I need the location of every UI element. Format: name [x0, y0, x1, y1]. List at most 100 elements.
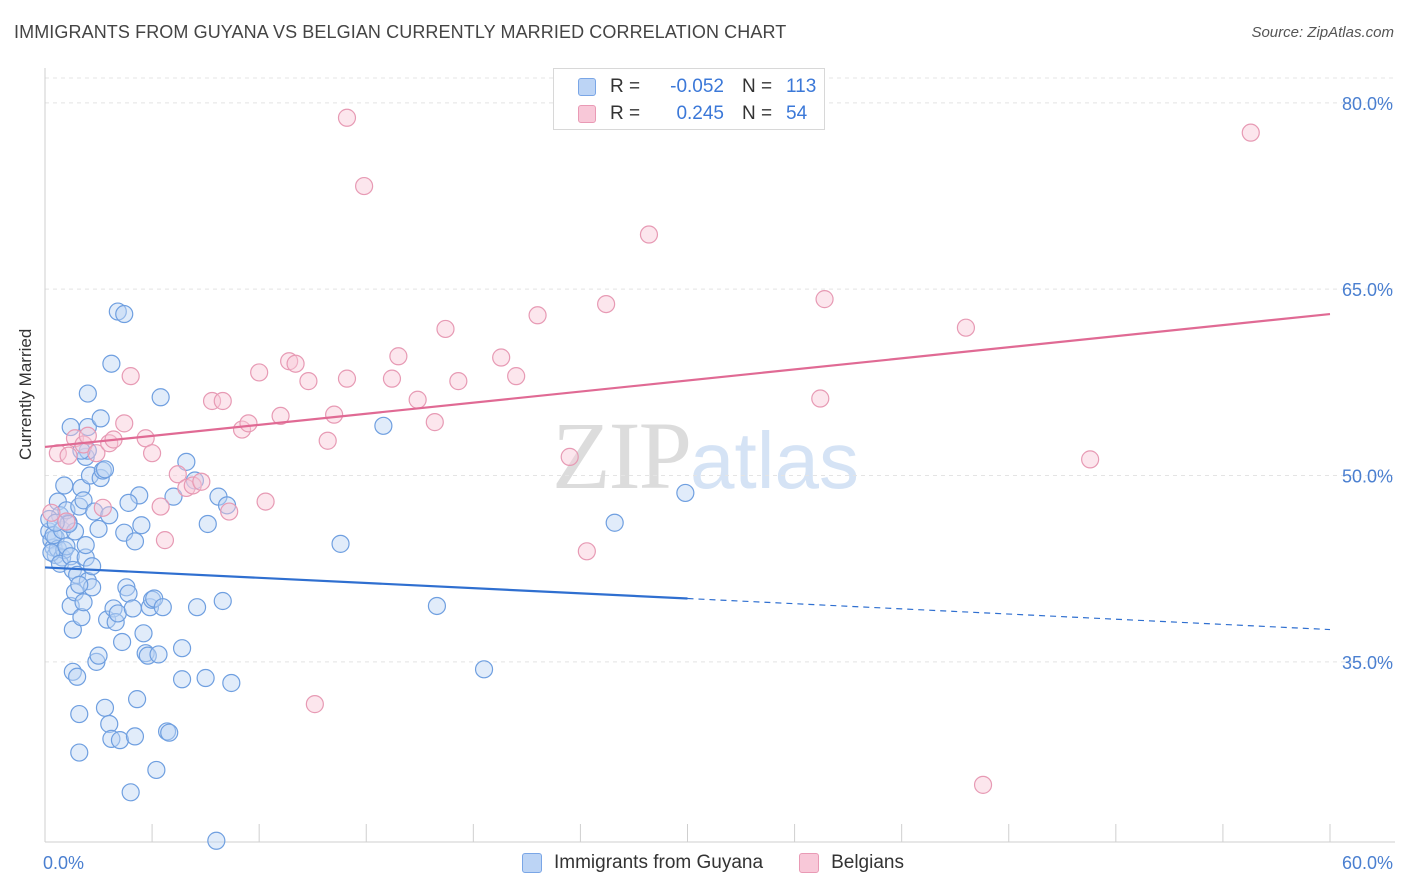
x-tick-label: 0.0% [43, 853, 84, 873]
legend-n-label: N = [742, 76, 773, 97]
data-point [492, 348, 511, 367]
data-point [286, 354, 305, 373]
chart-title: IMMIGRANTS FROM GUYANA VS BELGIAN CURREN… [14, 22, 787, 42]
correlation-legend: R = -0.052 N = 113 R = 0.245 N = 54 [553, 68, 825, 130]
data-point [123, 599, 142, 618]
data-point [87, 444, 106, 463]
data-point [198, 514, 217, 534]
watermark-atlas: atlas [690, 416, 859, 505]
legend-label-belgians: Belgians [831, 852, 904, 873]
data-point [187, 598, 207, 617]
legend-r-label: R = [610, 76, 641, 97]
data-point [449, 372, 468, 391]
legend-item-belgians[interactable]: Belgians [799, 852, 904, 874]
data-point [151, 497, 170, 516]
data-point [213, 591, 232, 611]
trend-line-guyana-extrapolated [687, 597, 1331, 631]
data-point [89, 646, 108, 665]
trend-line-belgians [44, 312, 1331, 449]
data-point [528, 306, 547, 325]
data-point [389, 347, 408, 366]
data-point [408, 390, 427, 409]
data-point [202, 391, 222, 411]
legend-r-value: -0.052 [670, 76, 724, 97]
legend-swatch-pink [578, 105, 596, 123]
data-point [127, 690, 147, 709]
data-point [70, 704, 89, 724]
data-point [121, 783, 140, 802]
data-point [95, 698, 115, 717]
data-point [63, 620, 82, 639]
data-point [956, 318, 976, 337]
data-point [597, 294, 616, 314]
legend-n-value: 54 [786, 103, 808, 124]
data-point [220, 502, 239, 521]
axes [44, 68, 1395, 843]
data-point [72, 608, 91, 627]
data-point [100, 506, 119, 525]
data-point [70, 575, 89, 594]
data-point [102, 354, 121, 373]
data-point [1241, 123, 1260, 142]
legend-row-guyana: R = -0.052 N = 113 [578, 75, 826, 99]
data-point [256, 492, 275, 511]
y-tick-label: 65.0% [1342, 280, 1393, 300]
legend-n-value: 113 [786, 76, 817, 97]
data-point [93, 498, 112, 517]
data-point [160, 723, 179, 742]
data-point [250, 363, 269, 382]
data-point [42, 503, 61, 522]
data-point [136, 644, 155, 663]
data-point [560, 447, 579, 466]
legend-r-label: R = [610, 103, 641, 124]
data-point [147, 760, 166, 780]
legend-item-guyana[interactable]: Immigrants from Guyana [522, 852, 763, 874]
data-point [153, 598, 172, 617]
series-legend: Immigrants from Guyana Belgians [522, 852, 940, 874]
legend-swatch-blue [522, 853, 542, 873]
data-point [425, 413, 444, 432]
legend-swatch-pink [799, 853, 820, 873]
data-point [973, 775, 993, 794]
data-point [149, 645, 168, 664]
data-point [83, 557, 102, 576]
data-point [91, 409, 110, 428]
trend-lines [44, 312, 1331, 631]
data-point [164, 487, 183, 506]
x-tick-label: 60.0% [1342, 853, 1393, 873]
data-point [207, 831, 226, 850]
data-point [95, 460, 115, 479]
data-point [172, 639, 192, 658]
gridlines [45, 77, 1395, 663]
data-point [115, 414, 134, 433]
data-point [74, 491, 93, 510]
data-point [59, 514, 78, 534]
data-point [177, 452, 196, 471]
data-point [89, 519, 108, 539]
data-point [355, 176, 374, 196]
legend-swatch-blue [578, 78, 596, 96]
data-point [142, 444, 162, 463]
data-point [337, 108, 357, 127]
data-point [196, 668, 215, 688]
legend-n-label: N = [742, 103, 773, 124]
data-point [325, 405, 344, 424]
data-point [140, 598, 160, 617]
data-point [125, 727, 145, 746]
data-point [299, 372, 318, 391]
data-point [168, 465, 187, 484]
data-point [119, 584, 138, 603]
data-point [119, 493, 138, 512]
y-tick-label: 80.0% [1342, 94, 1393, 114]
y-tick-label: 50.0% [1342, 467, 1393, 487]
data-point [134, 624, 153, 643]
watermark-zip: ZIP [552, 402, 692, 509]
data-point [1081, 450, 1100, 469]
data-point [318, 431, 337, 450]
data-point [151, 388, 170, 407]
data-point [57, 512, 76, 531]
data-point [815, 290, 834, 309]
data-point [155, 531, 175, 550]
data-point [100, 714, 119, 734]
